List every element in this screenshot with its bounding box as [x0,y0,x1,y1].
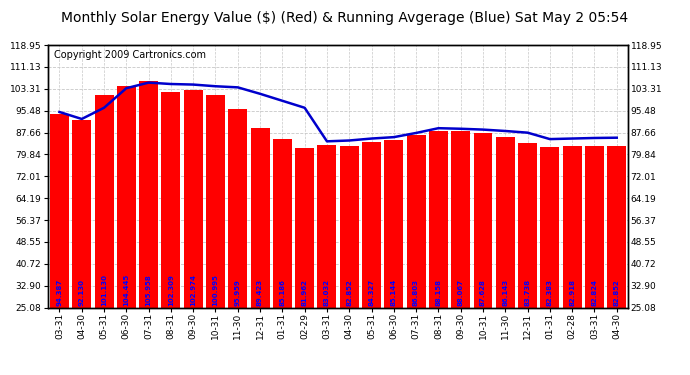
Bar [384,140,404,308]
Bar [72,120,91,308]
Text: 81.962: 81.962 [302,279,308,306]
Bar [362,142,381,308]
Text: 88.158: 88.158 [435,279,442,306]
Bar [273,140,292,308]
Bar [139,81,158,308]
Bar [607,146,627,308]
Text: 84.327: 84.327 [368,279,375,306]
Bar [95,95,114,308]
Text: 83.738: 83.738 [524,279,531,306]
Text: 95.959: 95.959 [235,279,241,306]
Text: 83.032: 83.032 [324,279,330,306]
Text: 94.387: 94.387 [57,279,63,306]
Bar [206,95,225,308]
Bar [429,131,448,308]
Text: 86.803: 86.803 [413,279,419,306]
Text: Copyright 2009 Cartronics.com: Copyright 2009 Cartronics.com [54,50,206,60]
Text: 85.186: 85.186 [279,279,286,306]
Text: 82.918: 82.918 [569,279,575,306]
Bar [518,144,537,308]
Bar [117,86,136,308]
Bar [451,131,470,308]
Bar [250,128,270,308]
Text: 82.852: 82.852 [613,279,620,306]
Text: 82.383: 82.383 [547,279,553,306]
Text: 92.130: 92.130 [79,279,85,306]
Text: 87.628: 87.628 [480,279,486,306]
Text: 102.974: 102.974 [190,274,196,306]
Text: 101.130: 101.130 [101,274,107,306]
Text: 88.067: 88.067 [457,279,464,306]
Bar [585,146,604,308]
Bar [295,148,314,308]
Text: 86.143: 86.143 [502,279,509,306]
Bar [50,114,69,308]
Bar [473,133,493,308]
Text: 104.445: 104.445 [124,274,129,306]
Text: 105.958: 105.958 [146,274,152,306]
Bar [228,109,247,307]
Text: 102.309: 102.309 [168,274,174,306]
Bar [540,147,560,308]
Text: 82.824: 82.824 [591,279,598,306]
Bar [184,90,203,308]
Text: Monthly Solar Energy Value ($) (Red) & Running Avgerage (Blue) Sat May 2 05:54: Monthly Solar Energy Value ($) (Red) & R… [61,11,629,25]
Bar [161,92,180,308]
Text: 85.144: 85.144 [391,279,397,306]
Bar [563,146,582,308]
Text: 82.852: 82.852 [346,279,353,306]
Text: 89.423: 89.423 [257,279,263,306]
Bar [496,137,515,308]
Bar [406,135,426,308]
Bar [317,146,337,308]
Text: 100.995: 100.995 [213,274,219,306]
Bar [339,146,359,308]
